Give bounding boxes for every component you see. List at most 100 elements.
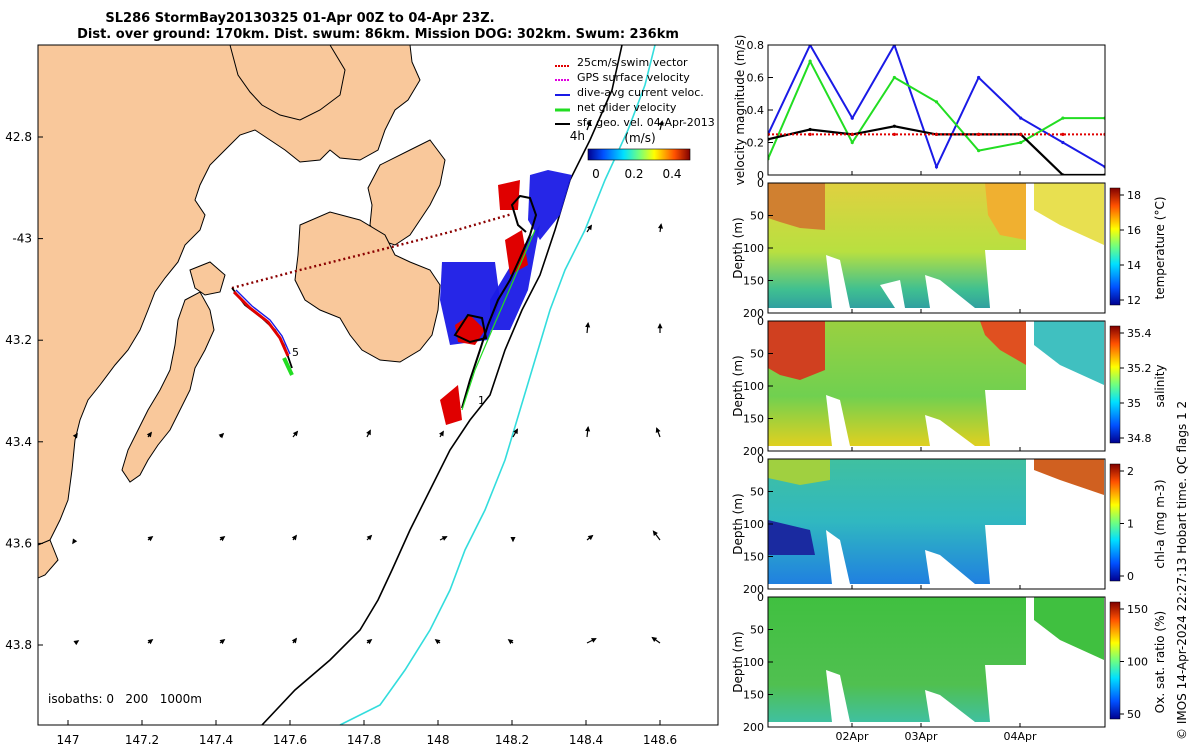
section-y-tick-label: 50 [750,624,764,637]
colorbar-tick-label: 1 [1127,518,1134,531]
velocity-plot-area [768,45,1105,175]
velocity-point [850,140,854,145]
colorbar-tick-label: 14 [1127,259,1141,272]
salinity-gap-3 [985,390,1026,446]
section-y-tick-label: 200 [743,583,764,596]
legend-gps: GPS surface velocity [577,71,690,84]
velocity-point [934,100,939,104]
geo-arrow-head [218,432,225,439]
temperature-panel [767,182,1121,314]
section-y-tick-label: 150 [743,689,764,702]
colorbar-tick-label: 16 [1127,224,1141,237]
geo-arrow-head [72,432,78,439]
isobath-1000m [339,45,656,725]
map-legend: 25cm/s swim vector GPS surface velocity … [555,56,715,181]
geo-arrow-head [651,636,658,642]
section-ylabel: Depth (m) [731,355,745,416]
geo-arrow-head [73,640,80,646]
colorbar-tick-label: 35.4 [1127,327,1152,340]
swim-fan-3 [505,230,528,275]
map-x-tick-label: 147.2 [125,733,159,747]
colorbar-tick-label: 0 [1127,570,1134,583]
title-line-2: Dist. over ground: 170km. Dist. swum: 86… [77,27,679,42]
section-y-tick-label: 150 [743,413,764,426]
velocity-point [892,124,896,128]
velocity-point [977,149,981,153]
track-net-velocity [461,229,536,411]
geo-arrow-head [219,536,226,542]
map-x-axis: 147 147.2 147.4 147.6 147.8 148 148.2 148.4 148.… [57,720,677,747]
chla-surface-high [768,459,830,485]
colorbar-label: salinity [1153,364,1167,407]
geo-arrow-head [585,321,591,328]
geo-arrow-head [72,538,78,545]
land-forestier [367,139,446,246]
velocity-point [934,132,939,136]
chla-gap-1 [826,530,850,584]
colorbar-tick-label: 12 [1127,294,1141,307]
map-y-tick-label: 43.2 [5,333,32,347]
temperature-warm-core [768,183,825,230]
salinity-east-wedge [1034,321,1104,385]
velocity-point [850,116,854,120]
oxygen-gap-3 [985,665,1026,722]
temperature-gap-2 [880,280,905,308]
legend-dive-avg: dive-avg current veloc. [577,86,704,99]
land-peninsula-north [229,45,346,121]
oxygen-gap-2 [925,690,975,722]
map-x-tick-label: 148 [427,733,450,747]
velocity-y-tick-label: 0.4 [747,104,765,117]
geo-arrow-head [441,536,448,541]
section-y-tick-label: 150 [743,275,764,288]
geo-arrow-head [513,428,518,435]
tasmania-mainland [38,45,421,546]
velocity-point [1061,116,1065,120]
section-y-tick-label: 50 [750,348,764,361]
land-south-arm [189,261,226,296]
geo-arrow-head [292,430,299,437]
side-credit-text: © IMOS 14-Apr-2024 22:27:13 Hobart time.… [1175,401,1189,740]
map-y-axis: 42.8 -43 43.2 43.4 43.6 43.8 [5,130,43,652]
velocity-point [934,165,939,169]
velocity-point [1061,132,1065,136]
section-y-tick-label: 100 [743,518,764,531]
title-line-1: SL286 StormBay20130325 01-Apr 00Z to 04-… [105,11,494,26]
geo-arrow-head [366,534,373,541]
colorbar-tick-label: 2 [1127,465,1134,478]
geo-arrow-head [587,224,593,231]
section-x-axis: 02Apr 03Apr 04Apr [835,171,1037,743]
chla-panel [767,458,1121,590]
velocity-ylabel: velocity magnitude (m/s) [733,35,747,186]
track-marker-5: 5 [292,346,299,359]
legend-sfc-geo: sfc geo. vel. 04-Apr-2013 [577,116,715,129]
geo-arrow-head [657,323,663,329]
geo-arrow-head [590,638,597,643]
geo-arrow-head [291,637,297,644]
map-x-tick-label: 147 [57,733,80,747]
dive-avg-fan-east [528,170,572,240]
map-y-tick-label: 43.4 [5,435,32,449]
velocity-point [892,132,896,136]
velocity-point [1019,116,1023,120]
temperature-east-wedge [1034,183,1104,245]
oxygen-field [768,597,1026,722]
geo-arrow-head [507,639,514,645]
temperature-gap-1 [826,255,850,308]
geo-arrow-head [147,536,154,542]
oxygen-panel [767,596,1121,728]
land-tasman-peninsula [294,211,441,363]
chla-east-wedge [1034,459,1104,495]
colorbar-label: temperature (°C) [1153,197,1167,300]
map-y-tick-label: 42.8 [5,130,32,144]
colorbar-tick-label: 35 [1127,397,1141,410]
velocity-panel: 0 0.2 0.4 0.6 0.8 velocity magnitude (m/s) [733,35,1106,186]
salinity-gap-2 [925,415,975,446]
track-west-swim [232,290,290,357]
velocity-y-tick-label: 0 [757,169,764,182]
velocity-point [850,132,854,136]
velocity-y-tick-label: 0.2 [747,137,765,150]
geo-arrow-head [291,534,297,541]
section-y-tick-label: 200 [743,307,764,320]
